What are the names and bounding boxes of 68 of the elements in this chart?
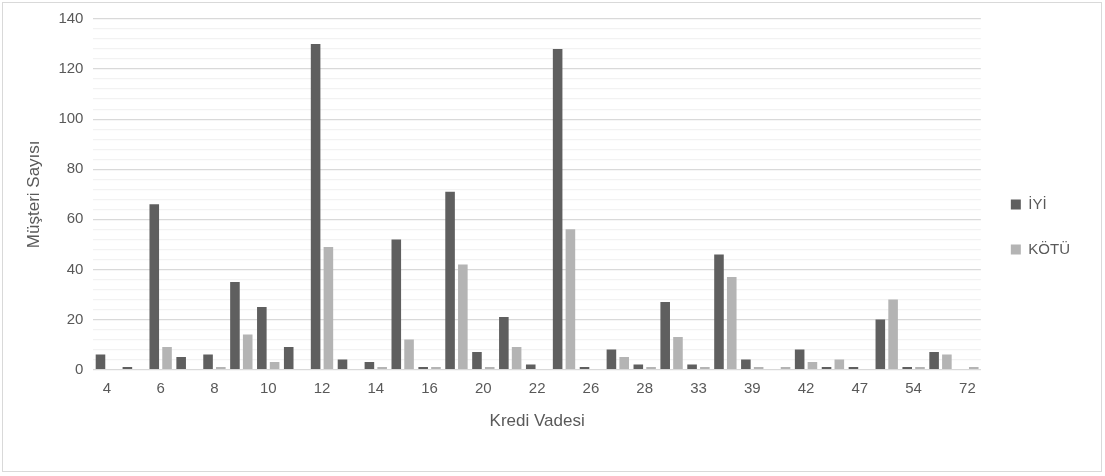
y-tick-label: 0 <box>75 359 84 377</box>
bar <box>714 254 724 369</box>
legend-label: İYİ <box>1028 194 1047 212</box>
bar <box>364 362 375 369</box>
bar <box>499 317 509 369</box>
bar <box>162 347 172 369</box>
x-tick-label: 20 <box>475 378 492 396</box>
x-tick-label: 12 <box>313 378 331 396</box>
bar <box>660 301 670 369</box>
bar <box>337 359 348 369</box>
y-tick-label: 80 <box>66 159 84 177</box>
bar <box>687 364 697 369</box>
bar <box>149 204 160 369</box>
bar <box>726 276 737 369</box>
bar <box>242 334 253 369</box>
bar <box>525 364 536 369</box>
bar <box>445 191 455 369</box>
bar <box>875 319 886 369</box>
y-axis-title: Müşteri Sayısı <box>23 140 43 249</box>
bar <box>741 359 751 369</box>
y-tick-label: 100 <box>58 109 84 127</box>
bar <box>511 347 522 369</box>
y-tick-label: 40 <box>66 259 84 277</box>
legend-label: KÖTÜ <box>1028 239 1070 257</box>
x-tick-label: 16 <box>421 378 438 396</box>
bar <box>552 49 563 369</box>
bar <box>619 357 629 369</box>
bar <box>942 354 952 369</box>
x-tick-label: 4 <box>102 378 112 396</box>
x-tick-label: 47 <box>851 378 869 396</box>
bar <box>203 354 213 369</box>
x-tick-label: 39 <box>743 378 761 396</box>
bar <box>807 362 818 369</box>
x-tick-label: 33 <box>690 378 707 396</box>
bar <box>310 44 321 369</box>
x-axis-title: Kredi Vadesi <box>489 411 585 431</box>
bar <box>230 281 240 369</box>
bar <box>794 349 805 369</box>
bar <box>565 229 576 369</box>
bar <box>269 362 280 369</box>
bar <box>176 357 186 369</box>
bar <box>472 352 482 369</box>
bar <box>391 239 402 369</box>
y-tick-label: 60 <box>66 209 84 227</box>
bar <box>673 337 683 369</box>
bar <box>404 339 414 369</box>
bar <box>929 352 939 369</box>
bar <box>323 246 334 369</box>
x-tick-label: 6 <box>156 378 165 396</box>
x-tick-label: 28 <box>636 378 654 396</box>
bar <box>283 347 294 369</box>
bar <box>458 264 468 369</box>
x-tick-label: 22 <box>528 378 546 396</box>
bar <box>888 299 898 369</box>
x-tick-label: 14 <box>367 378 385 396</box>
x-tick-label: 26 <box>582 378 600 396</box>
bar <box>834 359 845 369</box>
bar <box>95 354 106 369</box>
x-tick-label: 8 <box>210 378 219 396</box>
y-tick-label: 120 <box>58 59 84 77</box>
y-tick-label: 140 <box>58 9 84 27</box>
bar <box>257 306 267 369</box>
bar <box>606 349 617 369</box>
x-tick-label: 72 <box>959 378 976 396</box>
x-tick-label: 54 <box>905 378 922 396</box>
x-tick-label: 42 <box>797 378 815 396</box>
y-tick-label: 20 <box>66 309 84 327</box>
x-tick-label: 10 <box>259 378 277 396</box>
